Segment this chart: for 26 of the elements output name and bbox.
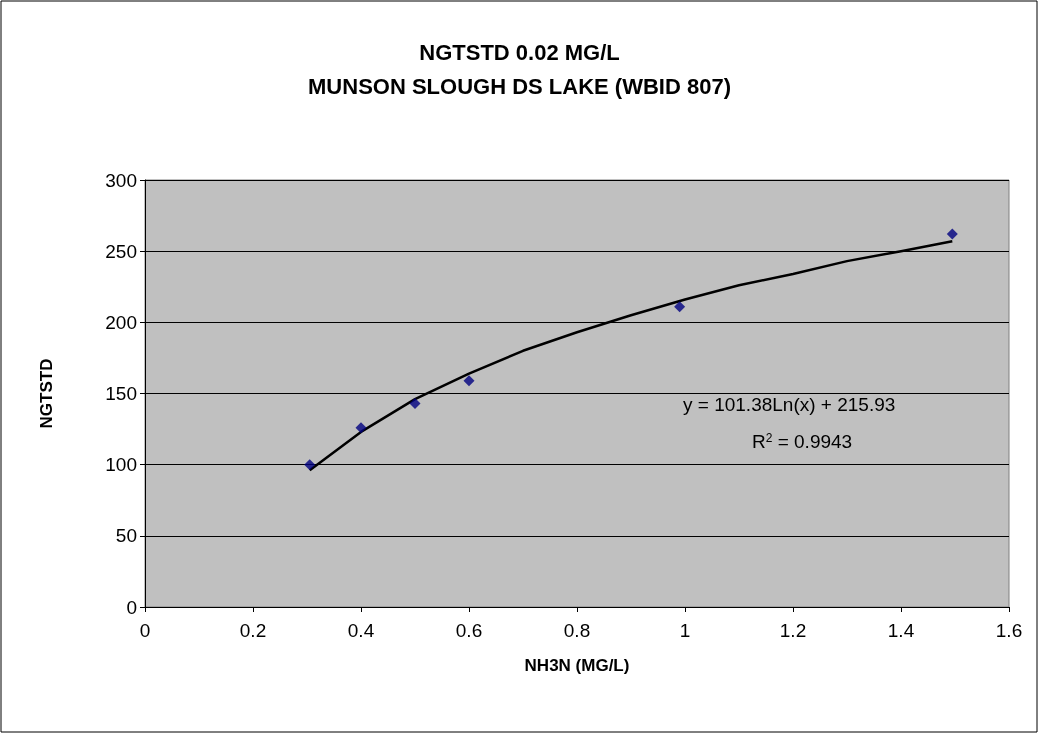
y-tick-label: 250	[105, 240, 137, 262]
annotation: y = 101.38Ln(x) + 215.93	[683, 394, 896, 415]
x-axis-title: NH3N (MG/L)	[524, 656, 630, 675]
y-tick-label: 50	[115, 525, 137, 547]
y-tick-label: 100	[105, 454, 137, 476]
point	[409, 397, 421, 409]
x-tick-label: 0.4	[347, 620, 375, 641]
x-tick-label: 0.6	[455, 620, 483, 641]
point	[355, 422, 367, 434]
y-tick-label: 0	[126, 596, 137, 618]
point	[304, 459, 316, 471]
chart-title: NGTSTD 0.02 MG/L MUNSON SLOUGH DS LAKE (WBID 807)	[308, 39, 731, 99]
point	[463, 375, 475, 387]
y-tick-label: 150	[105, 383, 137, 404]
point	[674, 301, 686, 313]
x-tick-label: 0.8	[563, 620, 591, 641]
x-tick-label: 0	[139, 620, 151, 641]
y-tick-label: 300	[105, 169, 137, 191]
x-tick-label: 1.2	[779, 620, 807, 641]
x-tick-label: 1.6	[995, 620, 1023, 641]
y-axis-title: NGTSTD	[37, 358, 56, 429]
x-tick-label: 1.4	[887, 620, 915, 641]
x-tick-label: 0.2	[239, 620, 267, 641]
point	[946, 228, 958, 240]
y-tick-label: 200	[105, 311, 137, 333]
x-tick-label: 1	[679, 620, 691, 641]
